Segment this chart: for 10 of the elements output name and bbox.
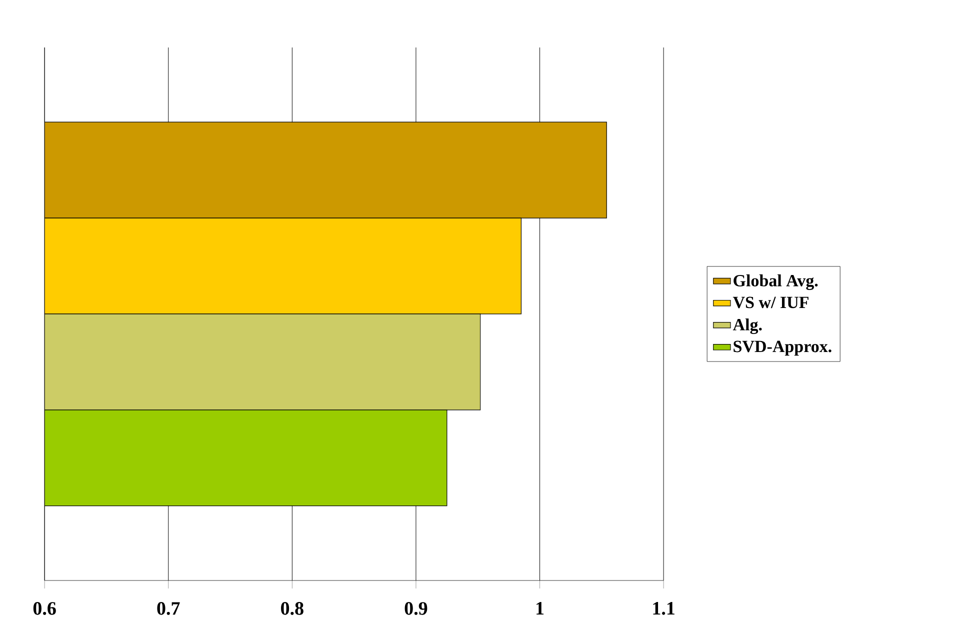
x-tick-label: 0.9 <box>404 602 428 615</box>
x-tick-label: 0.8 <box>281 602 304 615</box>
legend-label: Global Avg. <box>734 274 818 290</box>
x-tick-label: 0.6 <box>33 602 56 615</box>
x-tick-label: 1.1 <box>653 602 674 615</box>
x-tick-label: 1 <box>536 602 544 615</box>
x-tick-label: 0.7 <box>157 602 180 615</box>
legend-label: VS w/ IUF <box>732 296 808 308</box>
legend-label: Alg. <box>732 318 762 334</box>
legend-label: SVD-Approx. <box>734 340 832 356</box>
